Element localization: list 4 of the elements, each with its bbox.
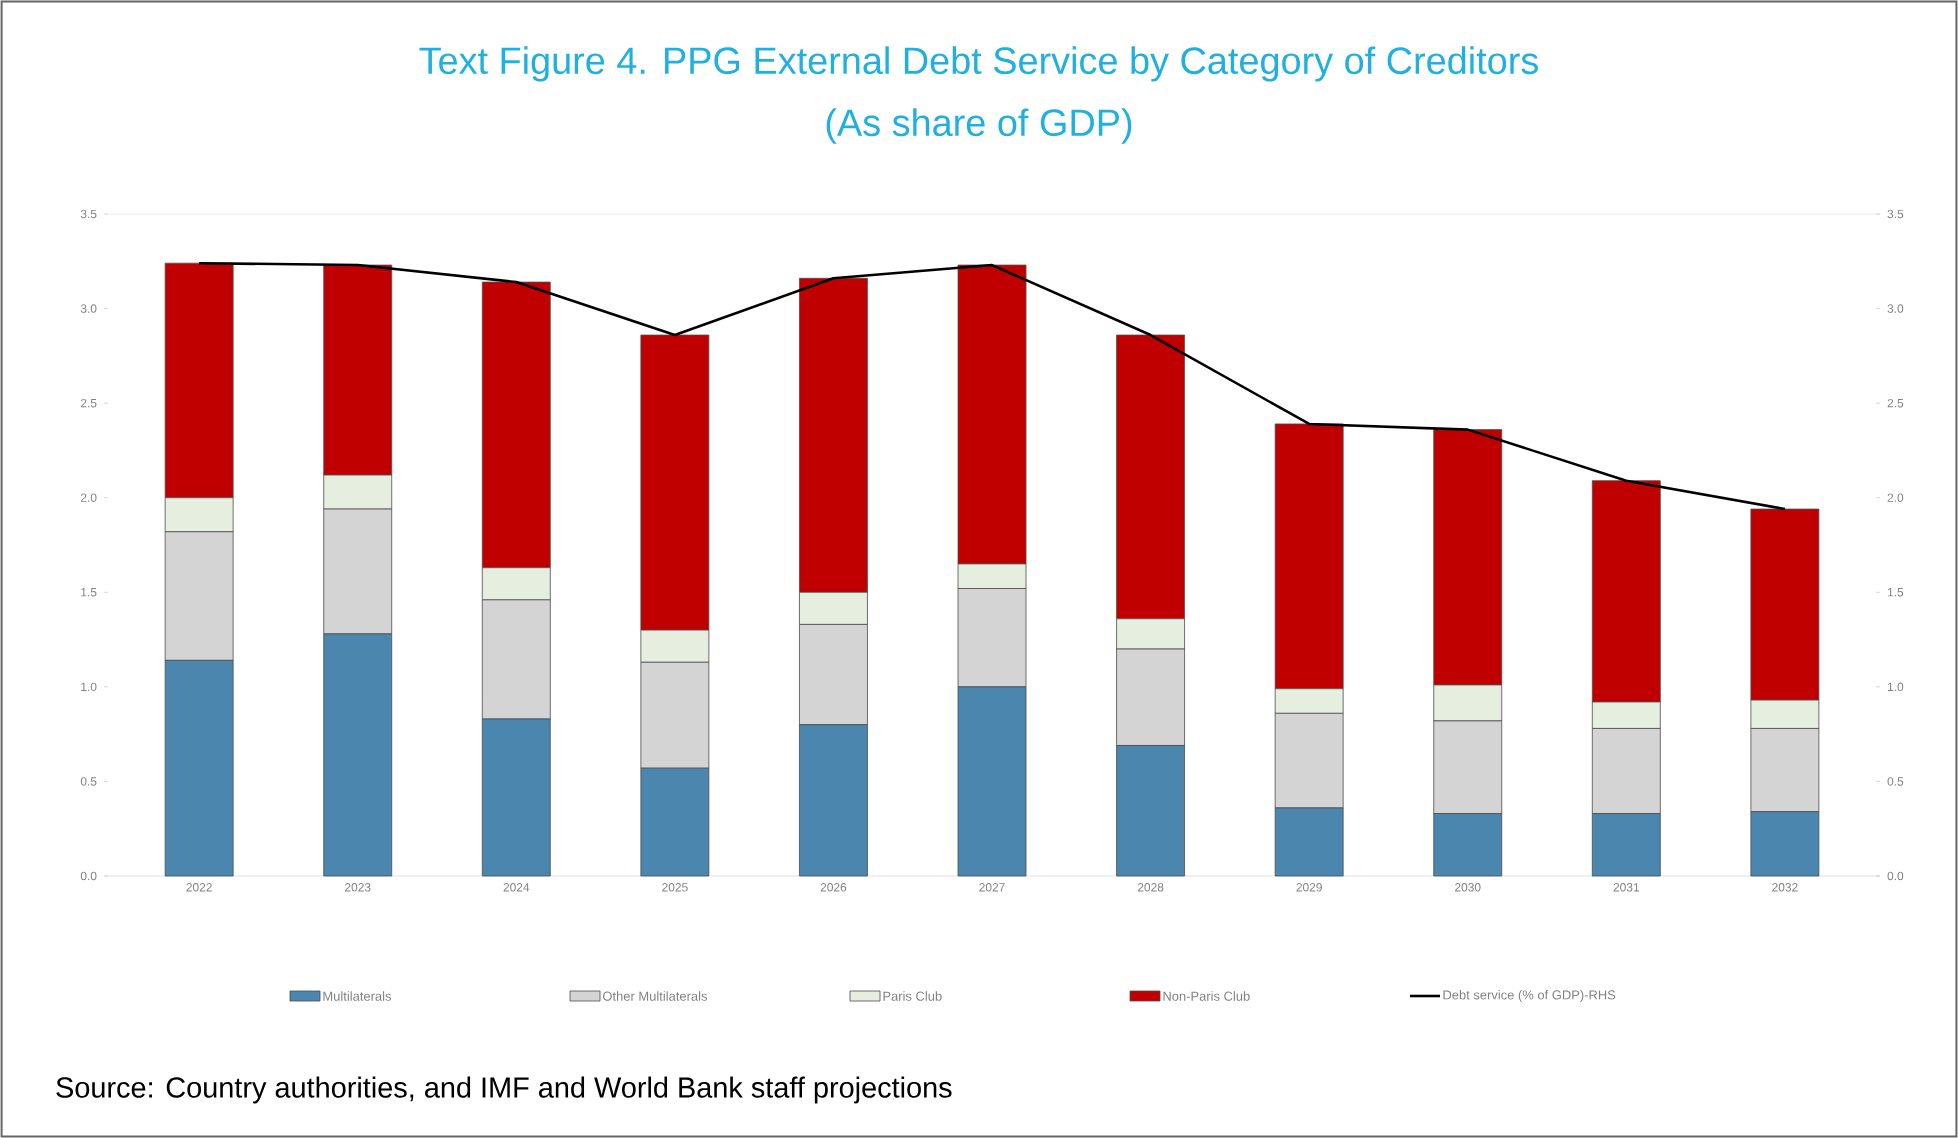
chart-subtitle: (As share of GDP) (826, 108, 1132, 144)
line-series (197, 261, 1787, 511)
chart-title: Text Figure 4. PPG External Debt Service by Category of Creditors (419, 46, 1538, 82)
source-note: Source: Country authorities, and IMF and World Bank staff projections (56, 1076, 952, 1104)
